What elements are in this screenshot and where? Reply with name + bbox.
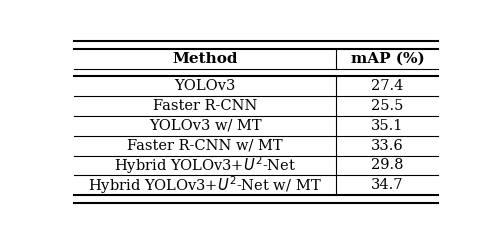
Text: Faster R-CNN: Faster R-CNN bbox=[153, 99, 258, 113]
Text: 33.6: 33.6 bbox=[371, 139, 404, 153]
Text: 35.1: 35.1 bbox=[371, 119, 404, 133]
Text: Method: Method bbox=[172, 52, 238, 66]
Text: Hybrid YOLOv3+$U^2$-Net w/ MT: Hybrid YOLOv3+$U^2$-Net w/ MT bbox=[88, 174, 322, 196]
Text: Faster R-CNN w/ MT: Faster R-CNN w/ MT bbox=[128, 139, 283, 153]
Text: 27.4: 27.4 bbox=[371, 79, 404, 93]
Text: 25.5: 25.5 bbox=[371, 99, 404, 113]
Text: mAP (%): mAP (%) bbox=[350, 52, 424, 66]
Text: YOLOv3 w/ MT: YOLOv3 w/ MT bbox=[149, 119, 262, 133]
Text: Hybrid YOLOv3+$U^2$-Net: Hybrid YOLOv3+$U^2$-Net bbox=[114, 155, 296, 176]
Text: YOLOv3: YOLOv3 bbox=[174, 79, 236, 93]
Text: 34.7: 34.7 bbox=[371, 178, 404, 192]
Text: 29.8: 29.8 bbox=[371, 159, 404, 173]
